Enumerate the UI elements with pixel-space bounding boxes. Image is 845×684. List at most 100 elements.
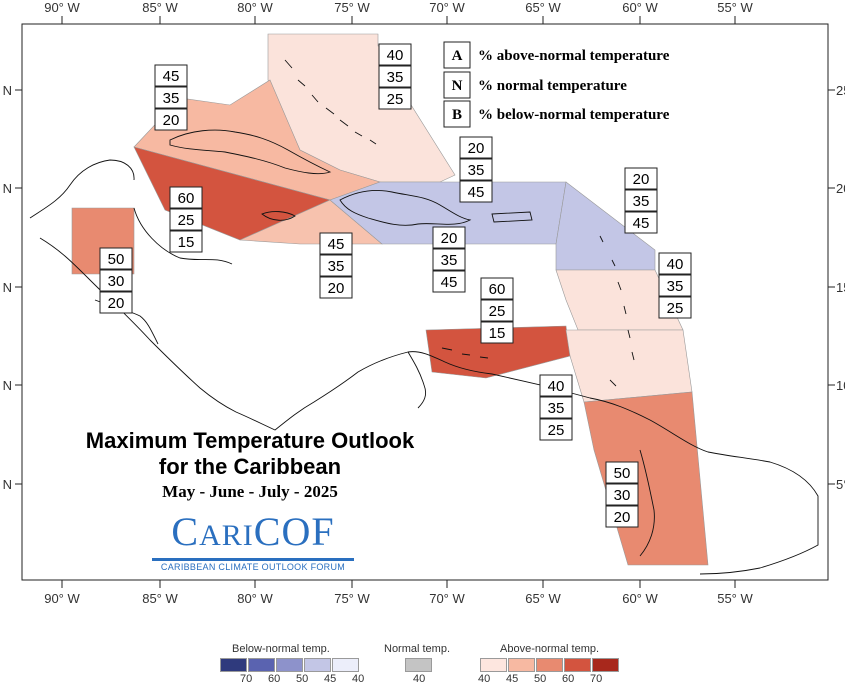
probability-box-southern-haiti: 45 35 20: [319, 232, 353, 299]
legend-swatch-above: [592, 658, 619, 672]
prob-cell-normal: [378, 65, 412, 88]
probability-box-trinidad-tobago: 40 35 25: [539, 374, 573, 441]
y-label-left: N: [3, 378, 12, 393]
key-letter-normal: N: [452, 78, 463, 94]
key-letter-above: A: [452, 48, 463, 64]
y-label-right: 20: [836, 181, 845, 196]
prob-cell-below: [539, 418, 573, 441]
logo-wordmark: CARICOF: [148, 512, 358, 556]
prob-cell-below: [432, 270, 466, 293]
prob-value-normal: 35: [163, 90, 180, 107]
legend-above-title: Above-normal temp.: [500, 643, 600, 655]
prob-value-above: 20: [441, 230, 458, 247]
legend-tick-normal: 40: [413, 673, 426, 684]
y-label-right: 15: [836, 280, 845, 295]
logo-letters-cof: COF: [253, 509, 335, 554]
prob-value-below: 20: [328, 280, 345, 297]
prob-value-normal: 35: [633, 193, 650, 210]
probability-box-hispaniola-north: 20 35 45: [459, 136, 493, 203]
prob-value-below: 20: [614, 509, 631, 526]
coast-abc-islands: [441, 347, 489, 359]
legend-swatch-below: [332, 658, 359, 672]
legend-tick-above: 40: [478, 673, 491, 684]
prob-value-above: 40: [548, 378, 565, 395]
prob-cell-above: [605, 461, 639, 484]
probability-box-belize: 50 30 20: [99, 247, 133, 314]
y-axis-right: 25 20 15 10 5°: [828, 83, 845, 492]
prob-cell-above: [539, 374, 573, 397]
prob-value-normal: 35: [387, 69, 404, 86]
prob-value-above: 60: [489, 281, 506, 298]
prob-cell-above: [169, 186, 203, 209]
logo-rule: [152, 558, 354, 561]
prob-value-above: 20: [468, 140, 485, 157]
x-label-top: 70° W: [429, 0, 465, 15]
legend-normal-title: Normal temp.: [384, 643, 451, 655]
x-label-top: 55° W: [717, 0, 753, 15]
prob-cell-above: [480, 277, 514, 300]
legend-swatch-normal: [405, 658, 432, 672]
legend-swatch-below: [248, 658, 275, 672]
coast-jamaica: [261, 211, 296, 221]
coast-hispaniola: [339, 189, 472, 226]
prob-cell-below: [480, 321, 514, 344]
season-label: May - June - July - 2025: [162, 482, 338, 501]
prob-value-normal: 30: [108, 273, 125, 290]
prob-cell-normal: [169, 208, 203, 231]
prob-value-below: 45: [468, 184, 485, 201]
probability-box-abc-islands: 60 25 15: [480, 277, 514, 344]
key-box-below: [443, 100, 471, 128]
key-text-above: % above-normal temperature: [478, 48, 670, 64]
coast-lesser-antilles: [599, 235, 635, 387]
prob-cell-above: [154, 64, 188, 87]
legend-tick-above: 70: [590, 673, 603, 684]
prob-value-above: 50: [108, 251, 125, 268]
legend-tick-above: 50: [534, 673, 547, 684]
legend-tick-above: 60: [562, 673, 575, 684]
map-canvas: 90° W 85° W 80° W 75° W 70° W 65° W 60° W 55° W…: [3, 0, 845, 606]
y-axis-left: N N N N N: [3, 83, 22, 492]
prob-value-above: 50: [614, 465, 631, 482]
prob-cell-above: [378, 43, 412, 66]
prob-cell-below: [658, 296, 692, 319]
prob-value-below: 15: [489, 325, 506, 342]
x-label-top: 85° W: [142, 0, 178, 15]
legend-tick-below: 40: [352, 673, 365, 684]
map-title-line2: for the Caribbean: [158, 454, 342, 479]
legend-swatch-below: [276, 658, 303, 672]
prob-cell-above: [624, 167, 658, 190]
legend-swatch-above: [480, 658, 507, 672]
prob-value-above: 60: [178, 190, 195, 207]
prob-value-normal: 35: [548, 400, 565, 417]
map-title: Maximum Temperature Outlook: [85, 428, 415, 453]
coastlines: [29, 59, 819, 575]
x-axis-bottom: 90° W 85° W 80° W 75° W 70° W 65° W 60° W 55° W: [44, 580, 753, 606]
tercile-key: A % above-normal temperature N % normal …: [443, 41, 670, 128]
legend-swatch-below: [304, 658, 331, 672]
prob-cell-below: [319, 276, 353, 299]
probability-box-windward-islands: 40 35 25: [658, 252, 692, 319]
prob-cell-below: [605, 505, 639, 528]
coast-guyana-border: [639, 449, 655, 557]
color-legend: Below-normal temp. Normal temp. Above-no…: [0, 638, 845, 684]
probability-boxes: 40 35 25 45 35 20 60 25 15 50 30 20 45 35 20 20 35 45 20 35…: [99, 43, 692, 528]
key-text-normal: % normal temperature: [478, 78, 627, 94]
prob-cell-above: [99, 247, 133, 270]
x-label-bottom: 60° W: [622, 591, 658, 606]
coast-central-america: [39, 237, 591, 431]
prob-cell-normal: [605, 483, 639, 506]
prob-value-above: 40: [667, 256, 684, 273]
coast-south-america: [589, 397, 819, 575]
legend-tick-below: 50: [296, 673, 309, 684]
title-block: Maximum Temperature Outlook for the Cari…: [40, 428, 460, 502]
prob-cell-below: [459, 180, 493, 203]
prob-value-below: 20: [108, 295, 125, 312]
prob-cell-above: [459, 136, 493, 159]
prob-value-below: 45: [441, 274, 458, 291]
y-label-right: 25: [836, 83, 845, 98]
prob-cell-normal: [658, 274, 692, 297]
legend-tick-below: 60: [268, 673, 281, 684]
prob-value-below: 45: [633, 215, 650, 232]
region-trinidad: [565, 329, 693, 403]
forecast-regions: [71, 33, 709, 566]
